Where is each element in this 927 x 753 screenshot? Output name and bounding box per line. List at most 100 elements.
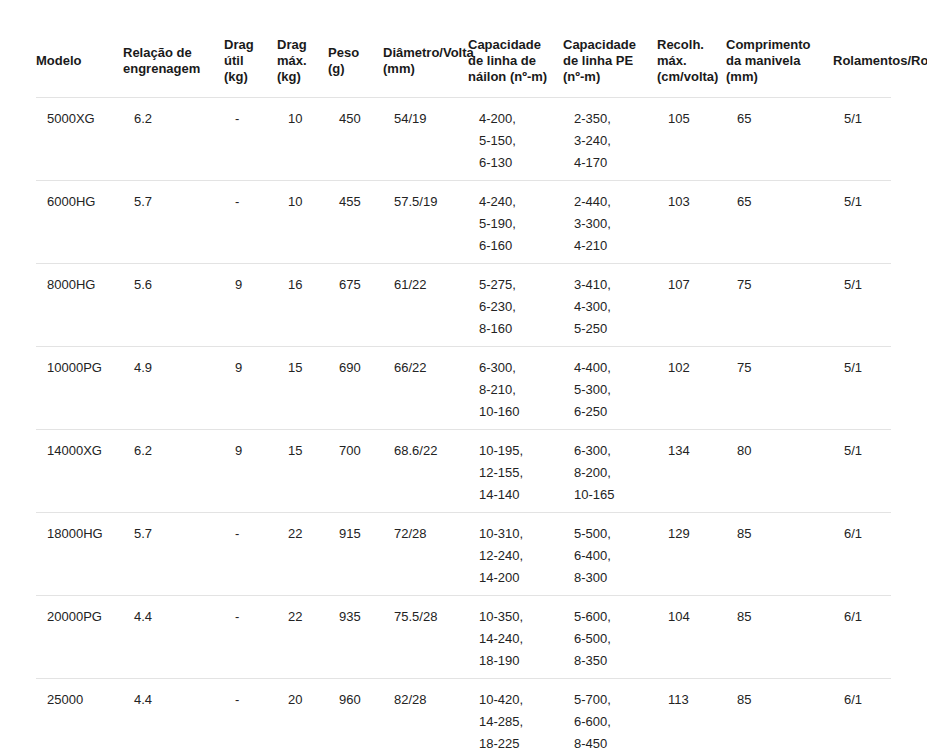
column-header-7: Capacidade de linha PE (nº-m) — [563, 27, 657, 97]
table-cell: 915 — [328, 512, 383, 595]
table-cell: 10-420,14-285,18-225 — [468, 678, 563, 753]
table-cell: 85 — [726, 678, 833, 753]
table-cell: 20 — [277, 678, 328, 753]
table-cell: 10 — [277, 180, 328, 263]
table-cell: 5.7 — [123, 512, 224, 595]
cell-line: 5-700, — [574, 689, 653, 711]
cell-line: 6-300, — [574, 440, 653, 462]
table-cell: 5/1 — [833, 346, 891, 429]
cell-line: 10-195, — [479, 440, 559, 462]
cell-line: 5-190, — [479, 213, 559, 235]
table-cell: 129 — [657, 512, 726, 595]
table-cell: 22 — [277, 595, 328, 678]
table-row: 20000PG4.4-2293575.5/2810-350,14-240,18-… — [36, 595, 891, 678]
cell-line: 6-230, — [479, 296, 559, 318]
table-cell: 5.7 — [123, 180, 224, 263]
table-row: 10000PG4.991569066/226-300,8-210,10-1604… — [36, 346, 891, 429]
cell-line: 5-500, — [574, 523, 653, 545]
table-row: 250004.4-2096082/2810-420,14-285,18-2255… — [36, 678, 891, 753]
cell-line: 6-250 — [574, 401, 653, 423]
table-cell: - — [224, 595, 277, 678]
model-cell: 10000PG — [36, 346, 123, 429]
table-cell: 65 — [726, 97, 833, 180]
cell-line: 14-140 — [479, 484, 559, 506]
table-cell: 10 — [277, 97, 328, 180]
cell-line: 8-200, — [574, 462, 653, 484]
header-row: ModeloRelação de engrenagemDrag útil (kg… — [36, 27, 891, 97]
table-cell: 10-195,12-155,14-140 — [468, 429, 563, 512]
table-cell: 68.6/22 — [383, 429, 468, 512]
table-row: 5000XG6.2-1045054/194-200,5-150,6-1302-3… — [36, 97, 891, 180]
cell-line: 6-500, — [574, 628, 653, 650]
model-cell: 6000HG — [36, 180, 123, 263]
column-header-0: Modelo — [36, 27, 123, 97]
cell-line: 14-200 — [479, 567, 559, 589]
table-cell: 2-440,3-300,4-210 — [563, 180, 657, 263]
table-cell: 10-350,14-240,18-190 — [468, 595, 563, 678]
table-cell: 960 — [328, 678, 383, 753]
column-header-10: Rolamentos/Rolers — [833, 27, 891, 97]
cell-line: 4-210 — [574, 235, 653, 257]
table-cell: 75.5/28 — [383, 595, 468, 678]
table-row: 6000HG5.7-1045557.5/194-240,5-190,6-1602… — [36, 180, 891, 263]
cell-line: 10-165 — [574, 484, 653, 506]
cell-line: 6-130 — [479, 152, 559, 174]
cell-line: 5-250 — [574, 318, 653, 340]
table-cell: 66/22 — [383, 346, 468, 429]
table-cell: 5-700,6-600,8-450 — [563, 678, 657, 753]
cell-line: 6-300, — [479, 357, 559, 379]
column-header-1: Relação de engrenagem — [123, 27, 224, 97]
table-row: 18000HG5.7-2291572/2810-310,12-240,14-20… — [36, 512, 891, 595]
cell-line: 3-410, — [574, 274, 653, 296]
table-cell: 5-500,6-400,8-300 — [563, 512, 657, 595]
model-cell: 14000XG — [36, 429, 123, 512]
cell-line: 6-400, — [574, 545, 653, 567]
table-cell: 61/22 — [383, 263, 468, 346]
cell-line: 4-200, — [479, 108, 559, 130]
table-cell: 5/1 — [833, 180, 891, 263]
page: ModeloRelação de engrenagemDrag útil (kg… — [0, 0, 927, 753]
table-cell: 113 — [657, 678, 726, 753]
table-cell: 22 — [277, 512, 328, 595]
table-cell: - — [224, 512, 277, 595]
table-cell: 134 — [657, 429, 726, 512]
table-cell: 6.2 — [123, 429, 224, 512]
table-cell: 72/28 — [383, 512, 468, 595]
table-row: 8000HG5.691667561/225-275,6-230,8-1603-4… — [36, 263, 891, 346]
table-cell: 5-600,6-500,8-350 — [563, 595, 657, 678]
table-cell: 85 — [726, 512, 833, 595]
cell-line: 10-160 — [479, 401, 559, 423]
cell-line: 5-275, — [479, 274, 559, 296]
model-cell: 18000HG — [36, 512, 123, 595]
table-cell: 65 — [726, 180, 833, 263]
table-cell: - — [224, 97, 277, 180]
table-cell: 4.4 — [123, 595, 224, 678]
cell-line: 14-285, — [479, 711, 559, 733]
table-cell: 10-310,12-240,14-200 — [468, 512, 563, 595]
cell-line: 2-440, — [574, 191, 653, 213]
model-cell: 5000XG — [36, 97, 123, 180]
table-cell: 2-350,3-240,4-170 — [563, 97, 657, 180]
column-header-3: Drag máx. (kg) — [277, 27, 328, 97]
table-row: 14000XG6.291570068.6/2210-195,12-155,14-… — [36, 429, 891, 512]
table-cell: 6-300,8-210,10-160 — [468, 346, 563, 429]
cell-line: 3-300, — [574, 213, 653, 235]
cell-line: 4-240, — [479, 191, 559, 213]
table-cell: 102 — [657, 346, 726, 429]
table-cell: 105 — [657, 97, 726, 180]
spec-table: ModeloRelação de engrenagemDrag útil (kg… — [36, 27, 891, 753]
table-cell: 104 — [657, 595, 726, 678]
cell-line: 5-300, — [574, 379, 653, 401]
column-header-9: Comprimento da manivela (mm) — [726, 27, 833, 97]
table-cell: 5.6 — [123, 263, 224, 346]
cell-line: 6-600, — [574, 711, 653, 733]
cell-line: 8-210, — [479, 379, 559, 401]
cell-line: 18-190 — [479, 650, 559, 672]
table-cell: 4-400,5-300,6-250 — [563, 346, 657, 429]
model-cell: 20000PG — [36, 595, 123, 678]
cell-line: 6-160 — [479, 235, 559, 257]
table-cell: 6-300,8-200,10-165 — [563, 429, 657, 512]
cell-line: 10-310, — [479, 523, 559, 545]
table-cell: 4-240,5-190,6-160 — [468, 180, 563, 263]
cell-line: 4-400, — [574, 357, 653, 379]
